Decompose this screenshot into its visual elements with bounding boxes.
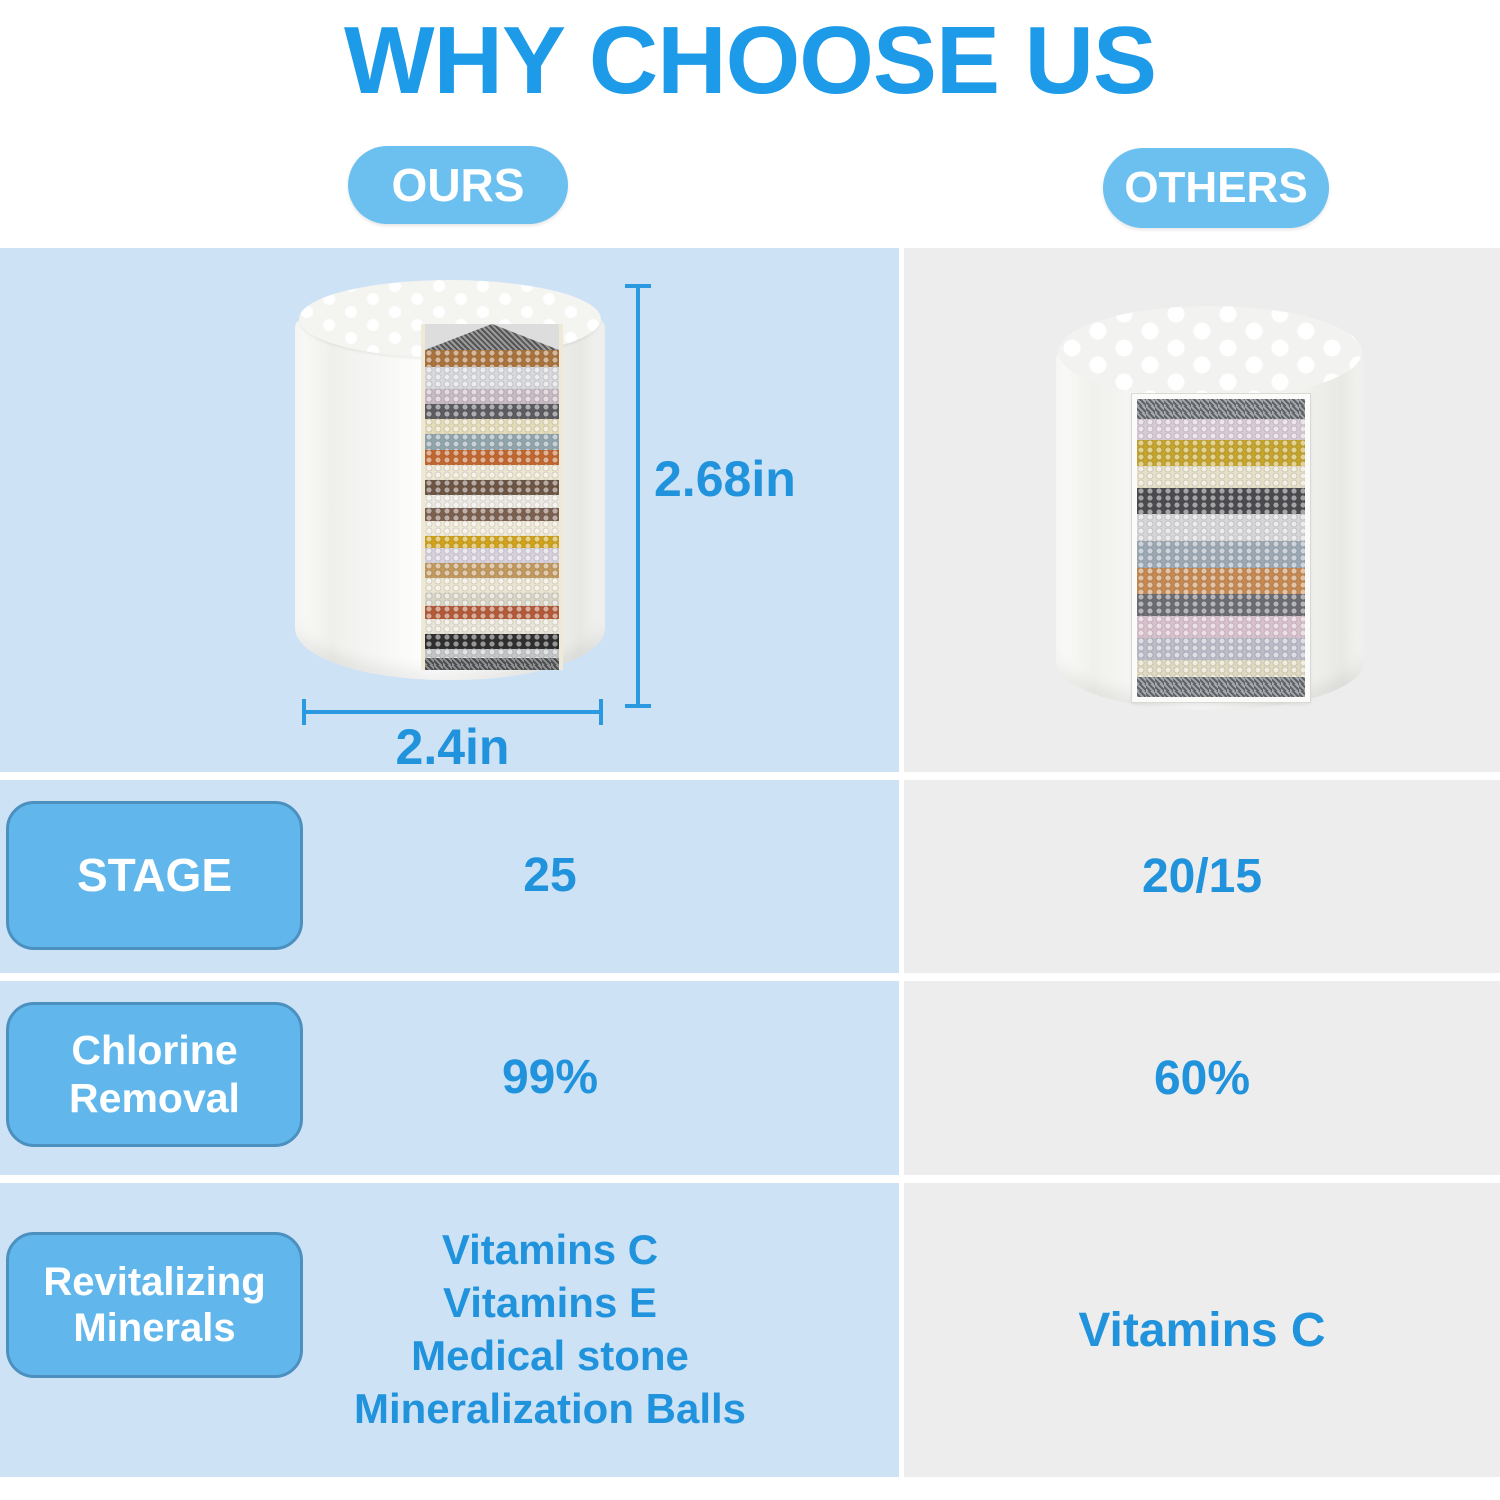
stage-others-value: 20/15 — [904, 780, 1500, 973]
chlorine-ours-value: 99% — [200, 981, 900, 1175]
minerals-row-label: Revitalizing Minerals — [6, 1232, 303, 1378]
filter-layer — [425, 419, 559, 435]
column-header-ours-label: OURS — [391, 159, 525, 211]
filter-layer — [1137, 660, 1305, 678]
filter-layer — [1137, 399, 1305, 419]
chlorine-label-line2: Removal — [69, 1074, 240, 1121]
minerals-label-line1: Revitalizing — [43, 1260, 266, 1304]
width-dimension-label: 2.4in — [395, 719, 510, 775]
stage-others-text: 20/15 — [1141, 850, 1263, 903]
others-cartridge-window — [1131, 393, 1311, 703]
minerals-ours-line2: Vitamins E — [443, 1279, 657, 1327]
filter-layer — [425, 605, 559, 619]
chlorine-ours-text: 99% — [501, 1050, 599, 1104]
filter-layer — [425, 658, 559, 671]
chlorine-others-text: 60% — [1153, 1051, 1251, 1105]
column-header-others: OTHERS — [1103, 148, 1329, 228]
column-header-others-label: OTHERS — [1124, 163, 1308, 212]
filter-layer — [1137, 513, 1305, 541]
ours-filter-layers — [425, 350, 559, 671]
filter-layer — [425, 633, 559, 649]
stage-row-others-cell: 20/15 — [904, 780, 1500, 973]
stage-ours-text: 25 — [523, 849, 577, 903]
filter-layer — [425, 495, 559, 508]
filter-layer — [425, 649, 559, 659]
filter-layer — [425, 578, 559, 594]
filter-layer — [425, 562, 559, 579]
minerals-ours-value: Vitamins C Vitamins E Medical stone Mine… — [200, 1183, 900, 1477]
height-measure-line — [625, 284, 651, 708]
filter-layer — [425, 434, 559, 450]
ours-filter-cartridge-image — [295, 278, 605, 708]
minerals-row-others-cell: Vitamins C — [904, 1183, 1500, 1477]
chlorine-row-label: Chlorine Removal — [6, 1002, 303, 1147]
filter-layer — [1137, 567, 1305, 594]
filter-layer — [1137, 418, 1305, 440]
minerals-ours-line4: Mineralization Balls — [353, 1384, 747, 1432]
filter-layer — [425, 535, 559, 548]
filter-layer — [425, 404, 559, 420]
filter-layer — [1137, 439, 1305, 466]
filter-layer — [425, 593, 559, 606]
filter-layer — [1137, 593, 1305, 616]
filter-layer — [1137, 487, 1305, 514]
cutaway-wedge — [425, 324, 559, 350]
filter-layer — [425, 388, 559, 405]
filter-layer — [1137, 465, 1305, 488]
filter-layer — [425, 547, 559, 563]
stage-label-text: STAGE — [76, 849, 233, 902]
filter-layer — [425, 366, 559, 389]
ours-cartridge-cutaway — [421, 324, 563, 671]
filter-layer — [425, 464, 559, 481]
width-measure-line — [302, 699, 603, 725]
filter-layer — [1137, 637, 1305, 661]
minerals-others-text: Vitamins C — [1078, 1303, 1326, 1357]
minerals-ours-line3: Medical stone — [411, 1332, 689, 1379]
minerals-ours-line1: Vitamins C — [441, 1226, 659, 1274]
filter-layer — [1137, 540, 1305, 568]
chlorine-others-value: 60% — [904, 981, 1500, 1175]
others-filter-cartridge-image — [1056, 306, 1364, 714]
chlorine-row-others-cell: 60% — [904, 981, 1500, 1175]
stage-ours-value: 25 — [200, 780, 900, 973]
filter-layer — [425, 507, 559, 521]
stage-row-label: STAGE — [6, 801, 303, 950]
filter-layer — [425, 350, 559, 367]
minerals-label-line2: Minerals — [73, 1306, 236, 1350]
others-cartridge-top-holes — [1058, 306, 1362, 398]
filter-layer — [425, 618, 559, 634]
filter-layer — [425, 480, 559, 496]
filter-layer — [1137, 615, 1305, 638]
column-header-ours: OURS — [348, 146, 568, 224]
filter-layer — [425, 449, 559, 465]
chlorine-label-line1: Chlorine — [71, 1027, 238, 1074]
height-dimension-label: 2.68in — [654, 451, 796, 507]
page-title: WHY CHOOSE US — [344, 7, 1157, 114]
filter-layer — [1137, 677, 1305, 698]
minerals-others-value: Vitamins C — [904, 1183, 1500, 1477]
filter-layer — [425, 520, 559, 536]
